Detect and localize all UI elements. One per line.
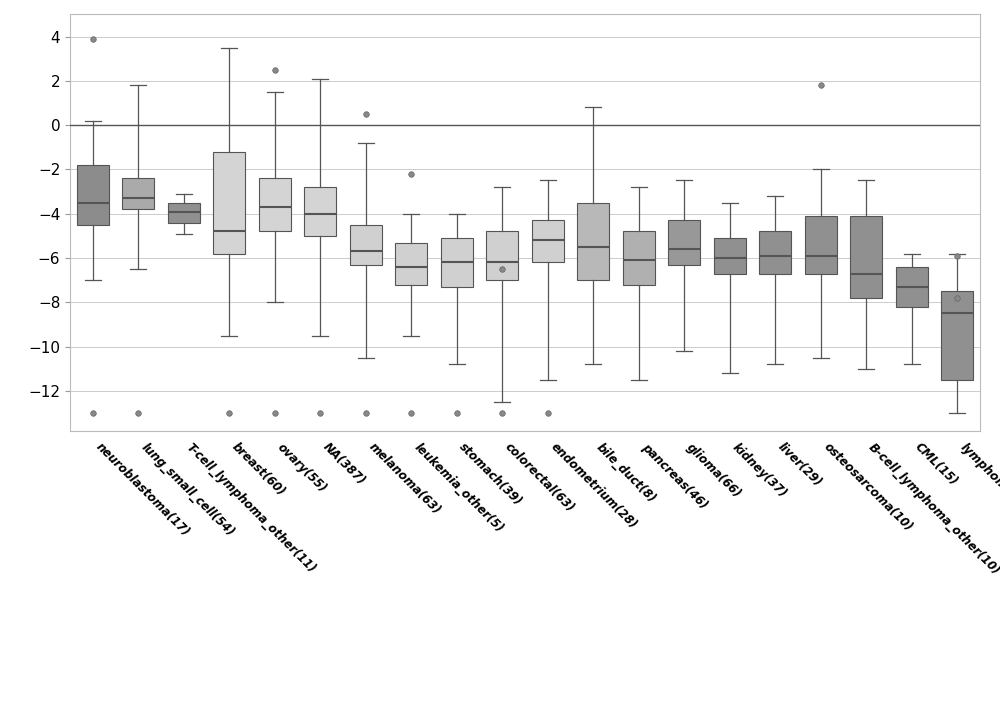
PathPatch shape	[486, 231, 518, 280]
PathPatch shape	[77, 165, 109, 225]
PathPatch shape	[441, 238, 473, 286]
PathPatch shape	[304, 187, 336, 236]
PathPatch shape	[896, 267, 928, 307]
PathPatch shape	[941, 292, 973, 380]
PathPatch shape	[714, 238, 746, 274]
PathPatch shape	[532, 220, 564, 263]
PathPatch shape	[577, 202, 609, 280]
PathPatch shape	[395, 243, 427, 284]
PathPatch shape	[350, 225, 382, 265]
PathPatch shape	[623, 231, 655, 284]
PathPatch shape	[850, 216, 882, 298]
PathPatch shape	[259, 178, 291, 231]
PathPatch shape	[168, 202, 200, 223]
PathPatch shape	[213, 151, 245, 253]
PathPatch shape	[805, 216, 837, 274]
PathPatch shape	[759, 231, 791, 274]
PathPatch shape	[668, 220, 700, 265]
PathPatch shape	[122, 178, 154, 209]
